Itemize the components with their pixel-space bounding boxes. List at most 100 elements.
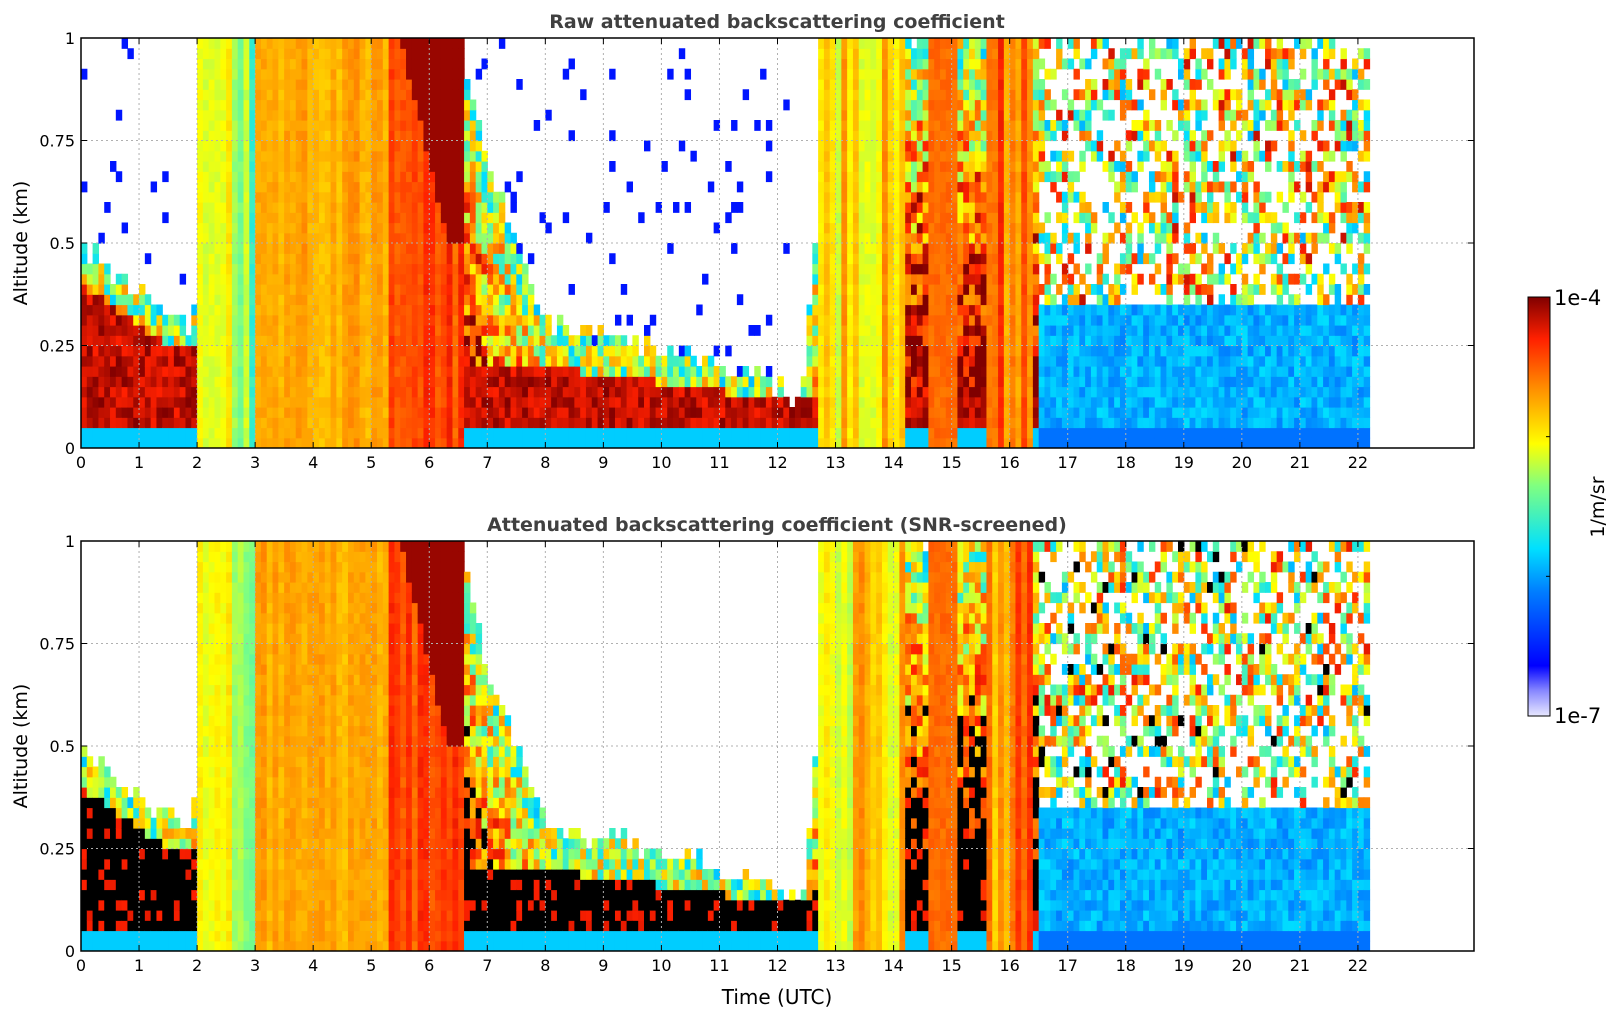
heatmap-cell <box>446 335 454 347</box>
heatmap-cell <box>260 181 268 193</box>
heatmap-cell <box>852 202 860 213</box>
heatmap-cell <box>400 366 407 377</box>
heatmap-cell <box>121 376 129 388</box>
heatmap-cell <box>678 48 686 60</box>
heatmap-cell <box>1056 171 1063 183</box>
heatmap-cell <box>394 191 401 203</box>
heatmap-cell <box>179 366 187 377</box>
heatmap-cell <box>226 48 233 60</box>
heatmap-cell <box>197 79 204 90</box>
heatmap-cell <box>185 355 192 367</box>
heatmap-cell <box>945 58 953 70</box>
heatmap-cell <box>295 79 303 90</box>
heatmap-cell <box>226 437 233 448</box>
heatmap-cell <box>452 212 459 224</box>
heatmap-cell <box>887 294 895 306</box>
heatmap-cell <box>377 68 384 80</box>
heatmap-cell <box>974 68 982 80</box>
heatmap-cell <box>818 120 825 131</box>
heatmap-cell <box>226 58 233 70</box>
heatmap-cell <box>295 48 303 60</box>
heatmap-cell <box>185 427 192 439</box>
heatmap-cell <box>841 427 848 439</box>
heatmap-cell <box>1056 150 1063 162</box>
heatmap-cell <box>475 171 483 183</box>
heatmap-cell <box>725 396 732 408</box>
heatmap-cell <box>998 171 1005 183</box>
heatmap-cell <box>411 38 419 49</box>
heatmap-cell <box>371 417 378 429</box>
heatmap-cell <box>487 253 494 265</box>
heatmap-cell <box>974 38 982 49</box>
heatmap-cell <box>168 335 175 347</box>
heatmap-cell <box>1114 191 1121 203</box>
heatmap-cell <box>841 304 848 316</box>
heatmap-cell <box>278 345 285 357</box>
heatmap-cell <box>231 407 239 418</box>
heatmap-cell <box>255 304 262 316</box>
heatmap-cell <box>684 396 692 408</box>
heatmap-cell <box>911 417 918 429</box>
heatmap-cell <box>527 325 535 336</box>
heatmap-cell <box>916 355 924 367</box>
heatmap-cell <box>870 232 877 244</box>
heatmap-cell <box>266 232 274 244</box>
heatmap-cell <box>498 366 506 377</box>
heatmap-cell <box>191 376 198 388</box>
heatmap-cell <box>359 232 366 244</box>
heatmap-cell <box>458 212 465 224</box>
heatmap-cell <box>1027 273 1034 285</box>
heatmap-cell <box>377 355 384 367</box>
heatmap-cell <box>260 89 268 101</box>
heatmap-cell <box>464 243 471 254</box>
heatmap-cell <box>173 366 181 377</box>
heatmap-cell <box>963 304 970 316</box>
heatmap-cell <box>487 355 494 367</box>
heatmap-cell <box>255 263 262 275</box>
heatmap-cell <box>284 130 291 142</box>
heatmap-cell <box>1009 355 1017 367</box>
heatmap-cell <box>81 427 88 439</box>
heatmap-cell <box>905 212 912 224</box>
heatmap-cell <box>133 417 140 429</box>
heatmap-cell <box>661 386 668 398</box>
heatmap-cell <box>423 161 430 172</box>
heatmap-cell <box>371 140 378 152</box>
heatmap-cell <box>852 437 860 448</box>
heatmap-cell <box>214 386 221 398</box>
heatmap-cell <box>214 355 221 367</box>
heatmap-cell <box>324 437 332 448</box>
heatmap-cell <box>353 437 361 448</box>
heatmap-cell <box>1003 120 1011 131</box>
heatmap-cell <box>864 222 871 234</box>
heatmap-cell <box>934 386 941 398</box>
heatmap-cell <box>969 304 976 316</box>
heatmap-cell <box>928 109 935 121</box>
heatmap-cell <box>284 202 291 213</box>
heatmap-cell <box>336 396 343 408</box>
heatmap-cell <box>353 253 361 265</box>
heatmap-cell <box>1027 140 1034 152</box>
heatmap-cell <box>173 325 181 336</box>
heatmap-cell <box>133 294 140 306</box>
heatmap-cell <box>313 304 320 316</box>
heatmap-cell <box>446 48 454 60</box>
heatmap-cell <box>725 212 732 224</box>
heatmap-cell <box>765 140 773 152</box>
heatmap-cell <box>893 38 900 49</box>
heatmap-cell <box>1003 58 1011 70</box>
heatmap-cell <box>957 335 964 347</box>
heatmap-cell <box>1003 79 1011 90</box>
heatmap-cell <box>928 120 935 131</box>
heatmap-cell <box>1009 68 1017 80</box>
heatmap-cell <box>359 109 366 121</box>
heatmap-cell <box>649 407 657 418</box>
heatmap-cell <box>818 294 825 306</box>
heatmap-cell <box>754 427 761 439</box>
heatmap-cell <box>951 222 959 234</box>
heatmap-cell <box>1131 284 1138 295</box>
heatmap-cell <box>231 181 239 193</box>
heatmap-cell <box>121 417 129 429</box>
heatmap-cell <box>818 161 825 172</box>
heatmap-cell <box>197 89 204 101</box>
